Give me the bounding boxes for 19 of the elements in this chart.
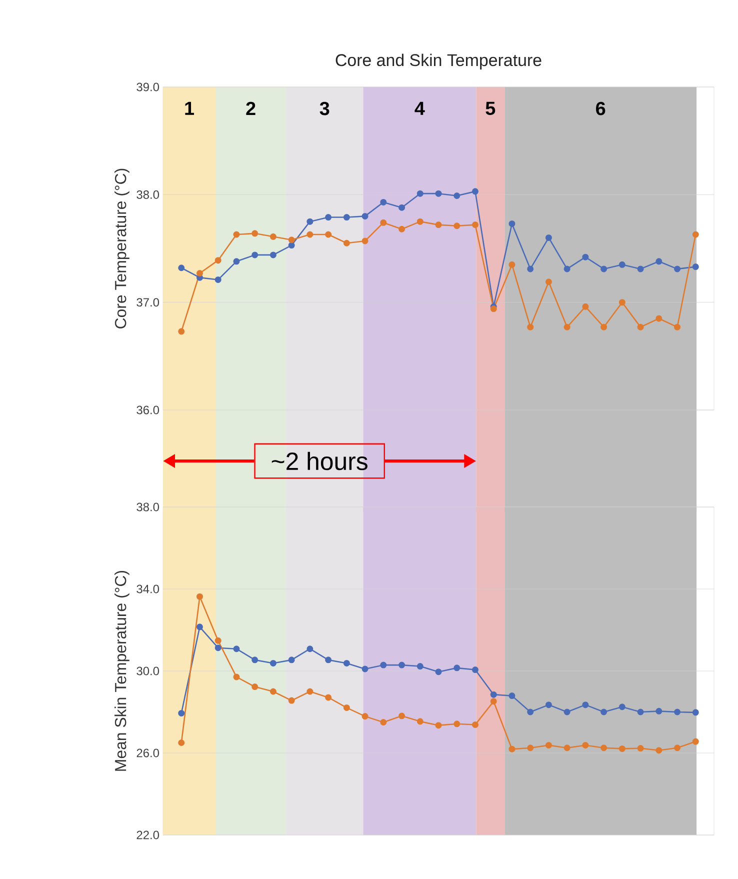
annotation: 5 bbox=[486, 102, 496, 116]
y-tick-label: 22.0 bbox=[136, 830, 160, 840]
y-tick-label: 39.0 bbox=[136, 82, 160, 92]
y-tick-label: 36.0 bbox=[136, 406, 160, 414]
y-tick-label: 26.0 bbox=[136, 748, 160, 758]
annotation: 1 bbox=[185, 102, 194, 115]
y-tick-label: 38.0 bbox=[136, 502, 160, 512]
y-tick-label: 34.0 bbox=[136, 584, 160, 594]
text: ~2 hours bbox=[272, 452, 368, 470]
y-tick-label: 38.0 bbox=[136, 190, 160, 199]
y-axis-title: Mean Skin Temperature (°C) bbox=[114, 570, 130, 771]
annotation: 4 bbox=[414, 102, 425, 115]
y-axis-title: Core Temperature (°C) bbox=[114, 168, 130, 328]
chart-title: Core and Skin Temperature bbox=[336, 54, 542, 70]
annotation: 6 bbox=[596, 102, 606, 116]
annotation: 3 bbox=[320, 102, 330, 116]
y-tick-label: 30.0 bbox=[136, 666, 160, 676]
y-tick-label: 37.0 bbox=[136, 298, 160, 307]
annotation: 2 bbox=[246, 102, 256, 116]
